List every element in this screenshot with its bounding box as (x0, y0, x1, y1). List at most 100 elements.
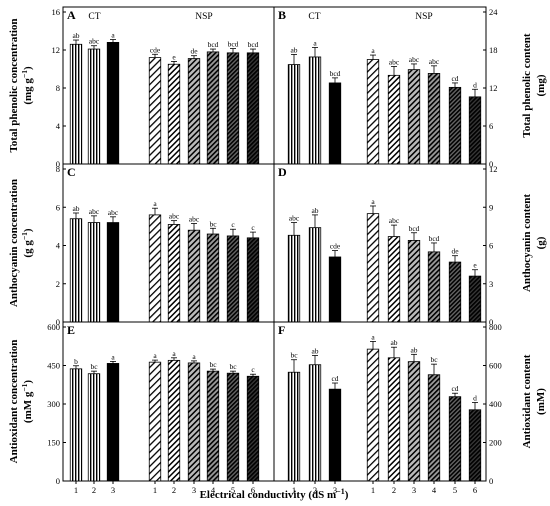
bar-nsp-2 (387, 236, 401, 323)
bar-nsp-4 (206, 233, 220, 323)
y-tick-label: 16 (52, 7, 61, 17)
significance-letter: c (231, 220, 235, 229)
error-bar (452, 392, 458, 397)
error-bar (210, 48, 216, 52)
x-tick-label: 4 (211, 485, 216, 495)
y-tick-label: 300 (47, 399, 60, 409)
y-tick-label: 0 (489, 317, 493, 327)
x-tick-label: 2 (313, 485, 317, 495)
error-bar (411, 63, 417, 70)
error-bar (191, 223, 197, 231)
bar-nsp-3 (407, 361, 421, 482)
bar-nsp-6 (468, 409, 482, 482)
error-bar (230, 228, 236, 236)
y-tick-label: 18 (489, 45, 498, 55)
bar-nsp-4 (427, 374, 441, 482)
panel-label: B (278, 8, 286, 22)
y-axis-title-D: Anthocyanin content (g) (521, 194, 547, 292)
bar-nsp-1 (366, 213, 380, 323)
y-axis-title-C: Anthocyanin concentration (g g−1) (8, 179, 34, 307)
y-tick-label: 0 (489, 476, 493, 486)
y-tick-label: 6 (489, 121, 493, 131)
y-axis-title-A: Total phenolic concentration (mg g−1) (8, 18, 34, 152)
error-bar (91, 45, 97, 50)
significance-letter: c (251, 223, 255, 232)
error-bar (230, 48, 236, 53)
error-bar (472, 402, 478, 410)
error-bar (291, 359, 297, 373)
y-tick-label: 4 (56, 241, 61, 251)
significance-letter: bcd (208, 40, 219, 49)
error-bar (250, 48, 256, 53)
error-bar (312, 355, 318, 365)
y-axis-title-F: Antioxidant content (mM) (521, 354, 547, 448)
significance-letter: a (111, 31, 115, 40)
significance-letter: bc (90, 362, 98, 371)
bar-nsp-2 (167, 63, 181, 165)
error-bar (312, 214, 318, 228)
y-tick-label: 0 (56, 317, 60, 327)
significance-letter: ab (311, 206, 318, 215)
significance-letter: abc (108, 208, 119, 217)
significance-letter: cde (150, 45, 161, 54)
error-bar (452, 255, 458, 263)
y-tick-label: 12 (489, 164, 498, 174)
significance-letter: cd (451, 74, 458, 83)
error-bar (191, 55, 197, 59)
bar-ct-1 (287, 64, 301, 165)
error-bar (73, 365, 79, 369)
bar-ct-2 (308, 56, 322, 165)
significance-letter: a (111, 352, 115, 361)
bar-nsp-3 (407, 239, 421, 323)
x-tick-label: 2 (172, 485, 176, 495)
significance-letter: abc (89, 207, 100, 216)
bar-nsp-2 (167, 359, 181, 482)
significance-letter: a (371, 46, 375, 55)
significance-letter: bc (209, 219, 217, 228)
significance-letter: abc (189, 215, 200, 224)
significance-letter: ab (410, 345, 417, 354)
bar-ct-3 (106, 363, 120, 482)
bar-nsp-2 (167, 224, 181, 323)
significance-letter: d (473, 393, 477, 402)
significance-letter: a (313, 38, 317, 47)
panel-F: F 0 200 400 600 800 bc ab cd a ab ab bc cd d 1 2 3 1 2 3 4 5 6 (273, 321, 502, 495)
bar-nsp-4 (427, 73, 441, 165)
panel-label: F (278, 323, 285, 337)
error-bar (411, 232, 417, 241)
significance-letter: bcd (248, 40, 259, 49)
significance-letter: cd (451, 384, 458, 393)
significance-letter: bcd (429, 234, 440, 243)
y-tick-label: 450 (47, 361, 60, 371)
significance-letter: abc (389, 216, 400, 225)
y-tick-label: 400 (489, 399, 502, 409)
bar-ct-3 (328, 388, 342, 482)
bar-ct-1 (69, 368, 83, 482)
bar-nsp-1 (148, 361, 162, 482)
y-tick-label: 9 (489, 202, 493, 212)
significance-letter: e (172, 52, 176, 61)
significance-letter: bc (229, 362, 237, 371)
x-tick-label: 2 (392, 485, 396, 495)
significance-letter: a (192, 352, 196, 361)
bar-ct-2 (87, 48, 101, 165)
bar-ct-1 (69, 43, 83, 165)
bar-ct-2 (87, 222, 101, 323)
error-bar (291, 222, 297, 236)
x-tick-label: 4 (432, 485, 437, 495)
error-bar (452, 82, 458, 88)
error-bar (411, 353, 417, 362)
significance-letter: bc (430, 355, 438, 364)
x-tick-label: 3 (192, 485, 196, 495)
bar-nsp-5 (226, 52, 240, 165)
significance-letter: abc (289, 214, 300, 223)
error-bar (210, 227, 216, 235)
error-bar (110, 216, 116, 223)
significance-letter: de (190, 47, 198, 56)
bar-nsp-4 (206, 51, 220, 165)
